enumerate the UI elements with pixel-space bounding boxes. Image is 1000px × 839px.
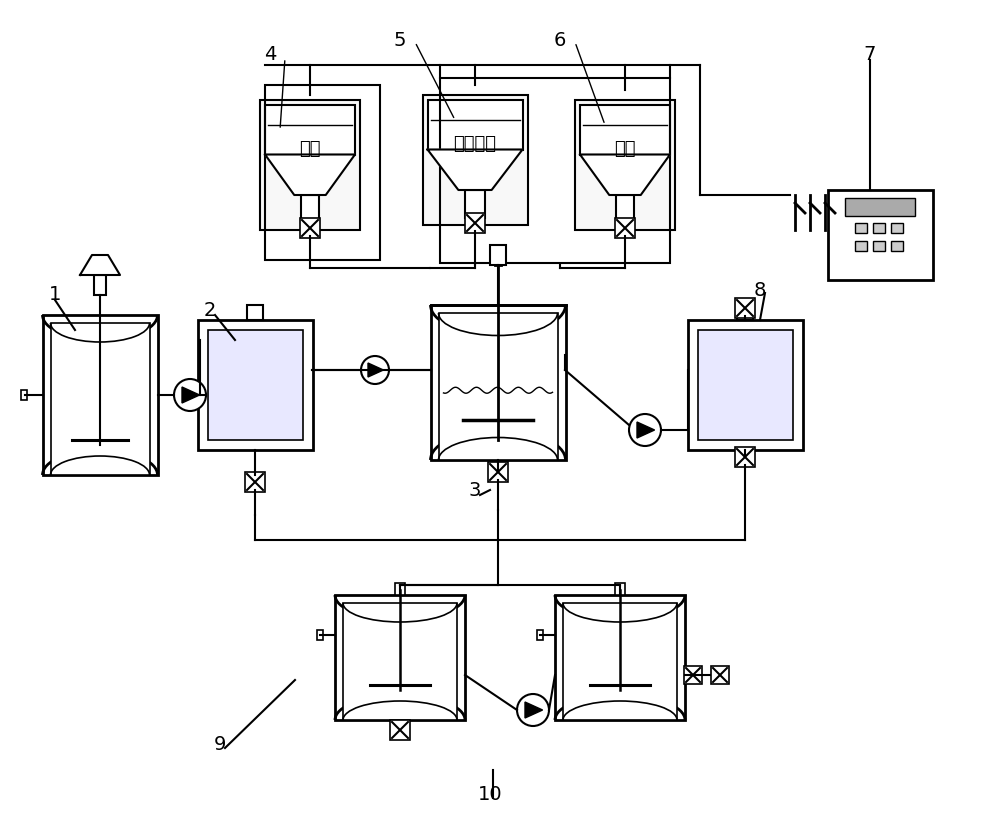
Polygon shape — [80, 255, 120, 275]
Text: 4: 4 — [264, 45, 276, 65]
Bar — [563, 603, 677, 720]
Bar — [873, 241, 885, 251]
Bar — [575, 100, 675, 230]
Bar — [891, 205, 903, 215]
Bar — [198, 320, 312, 450]
Bar — [260, 100, 360, 230]
Bar — [440, 78, 670, 263]
Bar — [300, 218, 320, 238]
Bar — [94, 275, 106, 295]
Text: 10: 10 — [478, 785, 502, 805]
Polygon shape — [428, 149, 522, 190]
Text: 弱酸: 弱酸 — [299, 140, 321, 159]
Bar — [698, 330, 792, 440]
Bar — [735, 298, 755, 318]
Bar — [616, 195, 634, 223]
Text: 2: 2 — [204, 300, 216, 320]
Polygon shape — [265, 154, 355, 195]
Bar — [390, 720, 410, 740]
Bar — [845, 198, 915, 216]
Bar — [343, 603, 457, 720]
Bar — [395, 583, 405, 595]
Circle shape — [629, 414, 661, 446]
Bar — [265, 85, 380, 260]
Text: 8: 8 — [754, 280, 766, 300]
Bar — [555, 595, 685, 720]
Bar — [247, 305, 263, 320]
Bar — [891, 223, 903, 233]
Bar — [465, 213, 485, 233]
Bar — [873, 205, 885, 215]
Bar — [873, 223, 885, 233]
Text: 9: 9 — [214, 736, 226, 754]
Bar — [891, 241, 903, 251]
Bar — [737, 305, 753, 320]
Bar — [245, 472, 265, 492]
Bar — [735, 447, 755, 467]
Bar — [465, 190, 485, 218]
Text: 6: 6 — [554, 30, 566, 50]
Text: 弱碱: 弱碱 — [614, 140, 636, 159]
Bar — [20, 390, 26, 400]
Circle shape — [174, 379, 206, 411]
Bar — [50, 323, 150, 475]
Bar — [615, 218, 635, 238]
Polygon shape — [637, 422, 655, 438]
Bar — [828, 190, 932, 280]
Bar — [428, 100, 522, 149]
Polygon shape — [182, 387, 200, 403]
Text: 7: 7 — [864, 45, 876, 65]
Text: 1: 1 — [49, 285, 61, 305]
Bar — [42, 315, 158, 475]
Circle shape — [517, 694, 549, 726]
Circle shape — [361, 356, 389, 384]
Bar — [488, 462, 508, 482]
Polygon shape — [525, 702, 543, 718]
Bar — [422, 95, 528, 225]
Bar — [855, 205, 867, 215]
Bar — [265, 105, 355, 154]
Text: 洗涤溶剂: 洗涤溶剂 — [454, 135, 496, 154]
Bar — [615, 583, 625, 595]
Text: 5: 5 — [394, 30, 406, 50]
Bar — [490, 245, 506, 265]
Bar — [855, 241, 867, 251]
Bar — [335, 595, 465, 720]
Polygon shape — [368, 363, 383, 377]
Bar — [855, 223, 867, 233]
Bar — [208, 330, 302, 440]
Text: 3: 3 — [469, 481, 481, 499]
Polygon shape — [580, 154, 670, 195]
Bar — [711, 666, 729, 684]
Bar — [684, 666, 702, 684]
Bar — [537, 630, 543, 640]
Bar — [430, 305, 566, 460]
Bar — [438, 313, 558, 460]
Bar — [317, 630, 323, 640]
Bar — [688, 320, 802, 450]
Bar — [301, 195, 319, 223]
Bar — [580, 105, 670, 154]
